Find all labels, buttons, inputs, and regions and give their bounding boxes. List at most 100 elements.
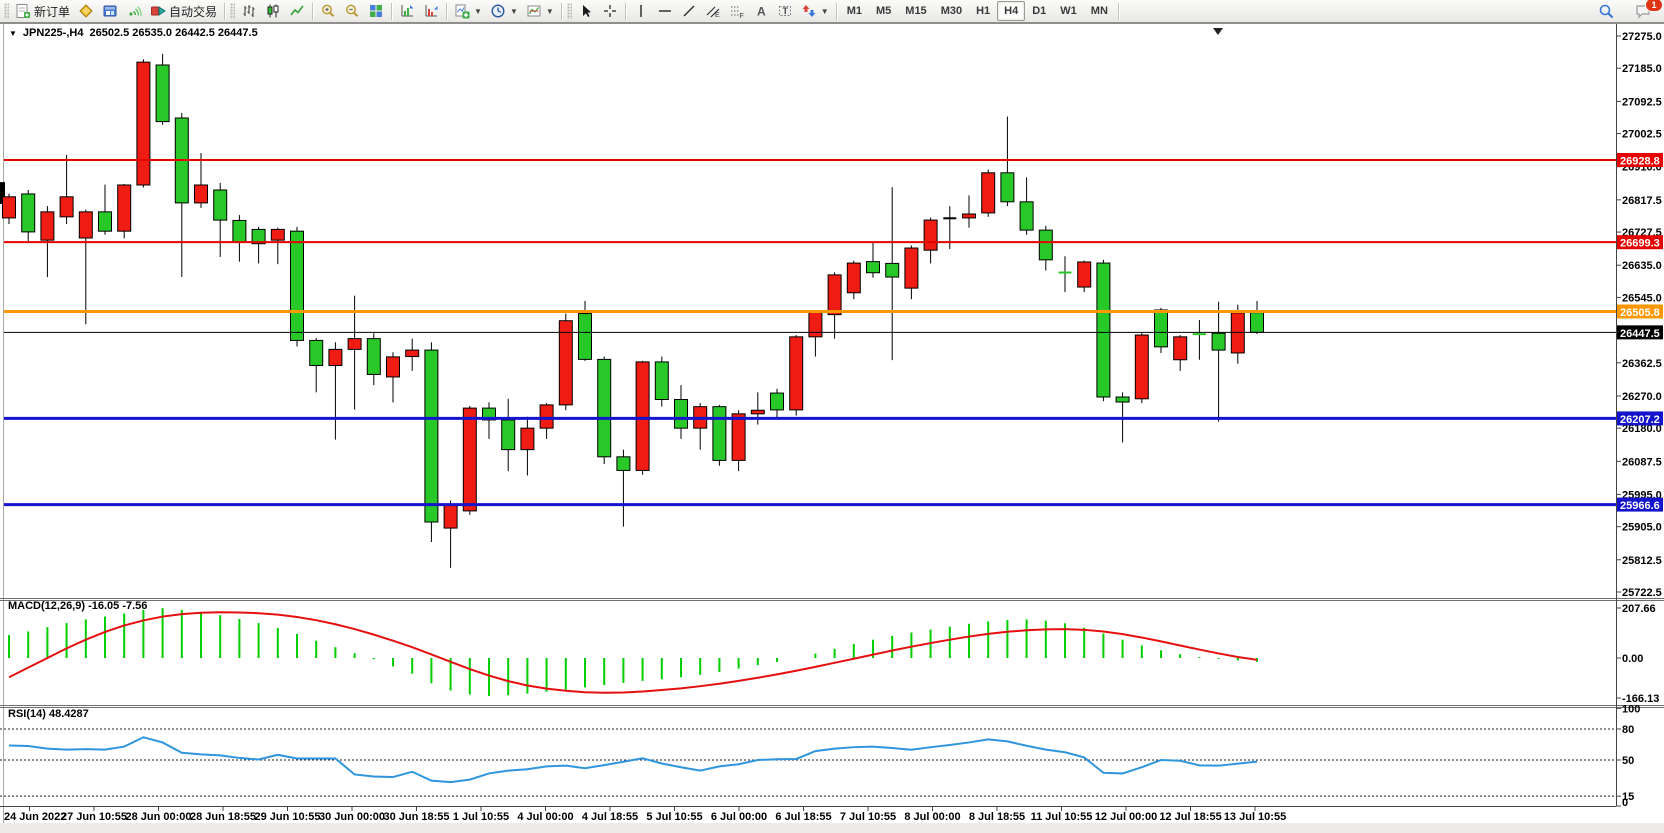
tf-mn-button-label: MN xyxy=(1090,5,1108,17)
price-badge-label: 26505.8 xyxy=(1620,307,1660,319)
periods-button[interactable]: ▼ xyxy=(486,1,522,21)
date-tick-label: 24 Jun 2022 xyxy=(4,811,66,823)
zoom-out-button[interactable] xyxy=(340,1,364,21)
date-tick-label: 28 Jun 00:00 xyxy=(125,811,191,823)
text-label-button[interactable]: T xyxy=(773,1,797,21)
tf-h1-button[interactable]: H1 xyxy=(969,1,997,21)
magnifier-plus-icon xyxy=(320,3,336,19)
tf-w1-button-label: W1 xyxy=(1060,5,1077,17)
tf-h4-button-label: H4 xyxy=(1004,5,1019,17)
chevron-down-icon[interactable]: ▼ xyxy=(820,6,829,16)
new-order-button-label: 新订单 xyxy=(34,4,71,19)
toolbar-drag-handle xyxy=(230,3,236,19)
toolbar-separator xyxy=(312,2,314,20)
indicator-list-button[interactable] xyxy=(395,1,419,21)
tf-d1-button[interactable]: D1 xyxy=(1025,1,1053,21)
search-button[interactable] xyxy=(1594,2,1619,22)
chart-shift-marker[interactable] xyxy=(1213,28,1223,35)
date-tick-label: 8 Jul 00:00 xyxy=(904,811,960,823)
chart-title: ▼ JPN225-,H4 26502.5 26535.0 26442.5 264… xyxy=(9,27,258,39)
price-tick-label: 26635.0 xyxy=(1622,260,1662,272)
date-tick-label: 29 Jun 10:55 xyxy=(254,811,320,823)
crosshair-button[interactable] xyxy=(598,1,622,21)
text-button[interactable]: A xyxy=(749,1,773,21)
date-tick-label: 6 Jul 18:55 xyxy=(775,811,831,823)
signals-button[interactable] xyxy=(122,1,146,21)
new-order-button[interactable]: 新订单 xyxy=(11,1,74,21)
toolbar-group-objects: E F A T ▼ xyxy=(629,0,833,22)
tf-m5-button[interactable]: M5 xyxy=(869,1,898,21)
channel-button[interactable]: E xyxy=(701,1,725,21)
horizontal-line-button[interactable] xyxy=(653,1,677,21)
toolbar-separator xyxy=(560,2,562,20)
tf-m15-button[interactable]: M15 xyxy=(898,1,933,21)
gold-rhombus-icon xyxy=(78,3,94,19)
chart-ohlc-values: 26502.5 26535.0 26442.5 26447.5 xyxy=(89,27,258,39)
zoom-in-button[interactable] xyxy=(316,1,340,21)
date-tick-label: 28 Jun 18:55 xyxy=(190,811,256,823)
terminal-button[interactable] xyxy=(98,1,122,21)
toolbar-separator xyxy=(446,2,448,20)
macd-signal-line xyxy=(8,611,1258,694)
date-tick-label: 1 Jul 10:55 xyxy=(453,811,509,823)
candles-group xyxy=(0,28,1616,568)
tf-h4-button[interactable]: H4 xyxy=(997,1,1026,21)
price-badge-label: 26699.3 xyxy=(1620,238,1660,250)
chevron-down-icon[interactable]: ▼ xyxy=(509,6,518,16)
price-tick-label: 27185.0 xyxy=(1622,63,1662,75)
toolbar-separator xyxy=(624,2,626,20)
chart-background xyxy=(0,23,1664,823)
toolbar-separator xyxy=(391,2,393,20)
toolbar-right: 1 xyxy=(1594,0,1663,23)
price-tick-label: 25812.5 xyxy=(1622,555,1662,567)
toolbar-separator xyxy=(835,2,837,20)
add-indicator-button[interactable]: ▼ xyxy=(450,1,486,21)
indicator-list-icon xyxy=(399,3,415,19)
hline-icon xyxy=(657,3,673,19)
tile-windows-button[interactable] xyxy=(364,1,388,21)
arrows-button[interactable]: ▼ xyxy=(797,1,833,21)
vertical-line-button[interactable] xyxy=(629,1,653,21)
terminal-window-icon xyxy=(102,3,118,19)
notification-count-badge: 1 xyxy=(1645,0,1663,12)
bar-chart-button[interactable] xyxy=(237,1,261,21)
fibonacci-button[interactable]: F xyxy=(725,1,749,21)
chart-collapse-icon[interactable]: ▼ xyxy=(9,28,17,38)
template-button[interactable]: ▼ xyxy=(522,1,558,21)
tf-m1-button-label: M1 xyxy=(846,5,862,17)
tf-m1-button[interactable]: M1 xyxy=(840,1,869,21)
macd-tick-label: 0.00 xyxy=(1622,653,1643,665)
date-tick-label: 6 Jul 00:00 xyxy=(711,811,767,823)
date-tick-label: 12 Jul 18:55 xyxy=(1159,811,1221,823)
price-tick-label: 26817.5 xyxy=(1622,195,1662,207)
tf-mn-button[interactable]: MN xyxy=(1084,1,1115,21)
tf-w1-button[interactable]: W1 xyxy=(1053,1,1084,21)
indicator-panels-group xyxy=(0,608,1616,797)
toolbar-group-orders: 新订单 自动交易 xyxy=(11,0,221,22)
svg-text:E: E xyxy=(715,12,720,19)
macd-indicator-label: MACD(12,26,9) -16.05 -7.56 xyxy=(8,600,148,612)
objects-list-icon xyxy=(423,3,439,19)
date-tick-label: 8 Jul 18:55 xyxy=(969,811,1025,823)
chevron-down-icon[interactable]: ▼ xyxy=(474,6,482,16)
price-tick-label: 26545.0 xyxy=(1622,292,1662,304)
bar-chart-icon xyxy=(241,3,257,19)
price-tick-label: 27002.5 xyxy=(1622,129,1662,141)
market-depth-button[interactable] xyxy=(74,1,98,21)
objects-list-button[interactable] xyxy=(419,1,443,21)
tf-m30-button[interactable]: M30 xyxy=(934,1,969,21)
toolbar-drag-handle xyxy=(4,3,9,19)
line-chart-button[interactable] xyxy=(285,1,309,21)
toolbar: 新订单 自动交易 ▼ ▼ ▼ E F A T ▼ M1 M5 M15 M30 H1 H4 D1 W1 MN 1 xyxy=(0,0,1664,23)
toolbar-drag-handle xyxy=(566,3,572,19)
trendline-button[interactable] xyxy=(677,1,701,21)
price-badge xyxy=(1617,497,1663,512)
arrows-icon xyxy=(801,3,817,19)
autotrading-button[interactable]: 自动交易 xyxy=(146,1,221,21)
cursor-button[interactable] xyxy=(574,1,598,21)
rsi-tick-label: 100 xyxy=(1622,703,1640,715)
macd-tick-label: -166.13 xyxy=(1622,693,1659,705)
chevron-down-icon[interactable]: ▼ xyxy=(545,6,554,16)
candlestick-button[interactable] xyxy=(261,1,285,21)
